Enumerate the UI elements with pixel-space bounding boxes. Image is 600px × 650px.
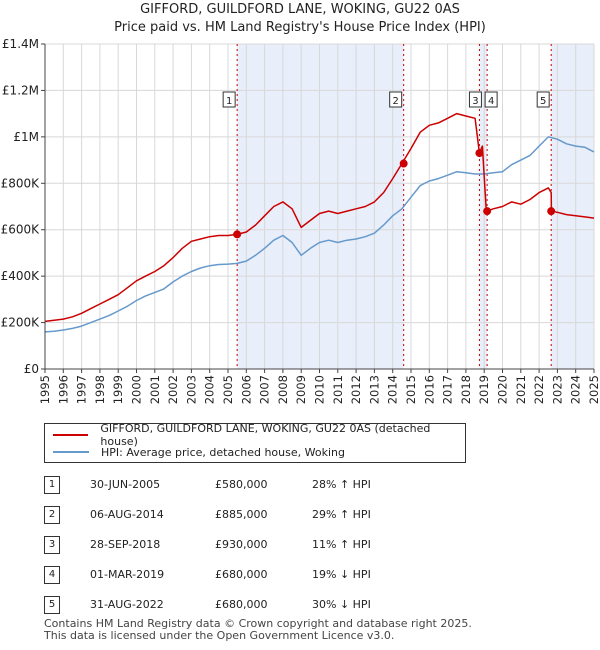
ownership-period-shade [479, 44, 488, 369]
property-price-line [44, 112, 595, 323]
legend-item-hpi: HPI: Average price, detached house, Woki… [53, 444, 345, 460]
sale-hpi-diff: 19% ↓ HPI [312, 568, 371, 581]
x-tick-label: 1996 [56, 375, 70, 404]
y-tick-label: £400K [1, 269, 41, 283]
x-tick-label: 2017 [441, 375, 455, 404]
legend-label-hpi: HPI: Average price, detached house, Woki… [101, 445, 345, 459]
x-tick-label: 2008 [276, 375, 290, 404]
sale-label-text: 3 [472, 96, 478, 107]
ownership-period-shade [237, 44, 404, 369]
sale-price: £680,000 [215, 598, 268, 611]
x-tick-label: 1998 [93, 375, 107, 404]
x-tick-label: 2014 [386, 375, 400, 404]
sale-price: £885,000 [215, 508, 268, 521]
x-tick-label: 2015 [404, 375, 418, 404]
sale-label-box [222, 91, 236, 108]
sale-label-text: 1 [226, 96, 232, 107]
table-row: 1 30-JUN-2005 £580,000 28% ↑ HPI [0, 476, 600, 496]
table-row: 5 31-AUG-2022 £680,000 30% ↓ HPI [0, 596, 600, 616]
footer-line-2: This data is licensed under the Open Gov… [44, 629, 395, 642]
x-tick-label: 2022 [532, 375, 546, 404]
sale-number-badge: 1 [44, 476, 60, 494]
x-tick-label: 2024 [569, 375, 583, 404]
x-tick-label: 2020 [496, 375, 510, 404]
legend-label-property: GIFFORD, GUILDFORD LANE, WOKING, GU22 0A… [100, 422, 431, 448]
x-tick-label: 2018 [459, 375, 473, 404]
sale-point [399, 159, 408, 168]
x-tick-label: 2013 [367, 375, 381, 404]
sale-number-badge: 2 [44, 506, 60, 524]
sale-point [483, 207, 492, 216]
x-tick-label: 2011 [331, 375, 345, 404]
table-row: 3 28-SEP-2018 £930,000 11% ↑ HPI [0, 536, 600, 556]
chart-title: GIFFORD, GUILDFORD LANE, WOKING, GU22 0A… [140, 2, 460, 17]
x-tick-label: 2010 [313, 375, 327, 404]
sale-date: 06-AUG-2014 [90, 508, 164, 521]
sale-label-box [468, 91, 482, 108]
legend-item-property: GIFFORD, GUILDFORD LANE, WOKING, GU22 0A… [53, 422, 465, 448]
sale-number-badge: 4 [44, 566, 60, 584]
sale-label-box [484, 91, 498, 108]
sale-date: 01-MAR-2019 [90, 568, 165, 581]
x-tick-label: 1995 [38, 375, 52, 404]
sale-date: 31-AUG-2022 [90, 598, 164, 611]
sale-hpi-diff: 29% ↑ HPI [312, 508, 371, 521]
x-tick-label: 2019 [477, 375, 491, 404]
x-tick-label: 2002 [166, 375, 180, 404]
x-tick-label: 2001 [148, 375, 162, 404]
sale-hpi-diff: 30% ↓ HPI [312, 598, 371, 611]
table-row: 4 01-MAR-2019 £680,000 19% ↓ HPI [0, 566, 600, 586]
sale-label-text: 2 [392, 96, 398, 107]
y-tick-label: £600K [1, 223, 41, 237]
sale-date: 30-JUN-2005 [90, 478, 161, 491]
x-tick-label: 2005 [221, 375, 235, 404]
x-tick-label: 2007 [258, 375, 272, 404]
x-tick-label: 2004 [203, 375, 217, 404]
chart-subtitle: Price paid vs. HM Land Registry's House … [114, 20, 486, 35]
x-tick-label: 2023 [550, 375, 564, 404]
x-tick-label: 1997 [75, 375, 89, 404]
y-tick-label: £200K [1, 316, 41, 330]
y-tick-label: £1M [13, 130, 39, 144]
hpi-line [44, 136, 595, 333]
sale-point [475, 149, 484, 158]
sale-price: £580,000 [215, 478, 268, 491]
sale-label-text: 5 [540, 96, 546, 107]
sale-price: £680,000 [215, 568, 268, 581]
sale-number-badge: 5 [44, 596, 60, 614]
footer-note: Contains HM Land Registry data © Crown c… [44, 618, 472, 642]
ownership-period-shade [551, 44, 594, 369]
x-tick-label: 2006 [239, 375, 253, 404]
x-tick-label: 2009 [294, 375, 308, 404]
footer-line-1: Contains HM Land Registry data © Crown c… [44, 617, 472, 630]
x-tick-label: 2025 [587, 375, 600, 404]
x-tick-label: 2016 [422, 375, 436, 404]
sale-point [547, 207, 556, 216]
sale-number-badge: 3 [44, 536, 60, 554]
x-tick-label: 2012 [349, 375, 363, 404]
table-row: 2 06-AUG-2014 £885,000 29% ↑ HPI [0, 506, 600, 526]
x-tick-label: 2003 [184, 375, 198, 404]
y-tick-label: £1.2M [2, 83, 39, 97]
x-tick-label: 1999 [111, 375, 125, 404]
x-tick-label: 2000 [130, 375, 144, 404]
sale-label-box [389, 91, 403, 108]
y-tick-label: £1.4M [2, 37, 39, 51]
legend-swatch-hpi [53, 451, 89, 453]
y-tick-label: £0 [24, 362, 39, 376]
legend-swatch-property [53, 434, 89, 436]
sale-hpi-diff: 28% ↑ HPI [312, 478, 371, 491]
x-tick-label: 2021 [514, 375, 528, 404]
legend: GIFFORD, GUILDFORD LANE, WOKING, GU22 0A… [44, 422, 466, 463]
y-tick-label: £800K [1, 176, 41, 190]
sale-point [233, 230, 242, 239]
sale-label-text: 4 [488, 96, 494, 107]
sale-date: 28-SEP-2018 [90, 538, 161, 551]
sale-label-box [536, 91, 550, 108]
sale-hpi-diff: 11% ↑ HPI [312, 538, 371, 551]
sale-price: £930,000 [215, 538, 268, 551]
